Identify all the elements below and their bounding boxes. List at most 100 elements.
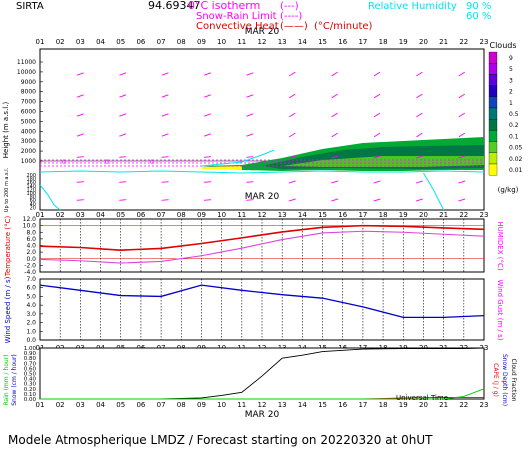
wind-arrow [76, 156, 84, 158]
wind-arrow [416, 71, 423, 77]
hour-label-bottom: 16 [338, 401, 347, 409]
wind-arrow [161, 199, 169, 201]
wind-arrow [458, 112, 466, 118]
legend-convective: Convective Heat [196, 21, 279, 32]
wind-arrow [76, 113, 84, 117]
temperature-panel-tick: 0.0 [26, 256, 36, 263]
hour-label-top: 06 [136, 38, 145, 46]
colorbar-swatch [488, 107, 498, 120]
hour-label-bottom: 15 [318, 401, 327, 409]
temperature-panel-tick: 2.0 [26, 249, 36, 256]
wind-arrow [161, 113, 169, 117]
wind-arrow [331, 93, 338, 99]
temperature-panel-tick: 4.0 [26, 243, 36, 250]
height-tick: 4000 [21, 128, 36, 135]
height-tick-low: 100 [26, 191, 36, 197]
wind-arrow [246, 156, 254, 158]
hour-label-mid: 08 [177, 211, 186, 219]
wind-panel-tick: 0.0 [26, 337, 36, 344]
wind-arrow [119, 199, 127, 201]
height-tick-low: 180 [26, 177, 36, 183]
colorbar-label: 5 [509, 66, 513, 73]
wind-arrow [458, 71, 466, 77]
hour-label-top: 09 [197, 38, 206, 46]
hour-label-bottom: 05 [116, 401, 125, 409]
hour-label-bottom: 19 [399, 401, 408, 409]
colorbar-label: 2 [509, 89, 513, 96]
wind-arrow [289, 71, 296, 77]
wind-arrow [246, 94, 254, 98]
legend-convective-swatch: (——) [280, 21, 308, 32]
colorbar-label: 0.01 [509, 167, 523, 174]
hour-label-mid: 03 [76, 211, 85, 219]
temperature-panel-tick: 8.0 [26, 229, 36, 236]
hour-label-mid: 16 [338, 211, 347, 219]
hour-label-bottom: 14 [298, 401, 307, 409]
hour-label-top: 02 [56, 38, 65, 46]
wind-arrow [288, 155, 296, 159]
rain-panel-tick: 0.80 [24, 356, 37, 362]
wind-arrow [161, 156, 169, 158]
colorbar-label: 0.2 [509, 122, 519, 129]
hour-label-bottom: 22 [459, 401, 468, 409]
wind-arrow [331, 198, 339, 202]
wind-arrow [415, 155, 423, 159]
hour-label-top: 07 [157, 38, 166, 46]
height-tick-low: 60 [30, 198, 36, 204]
temperature-axis-label: Temperature (°C) [4, 216, 12, 278]
colorbar-swatch [488, 51, 498, 64]
isotherm-label: 0 [150, 159, 154, 166]
wind-panel-tick: 1.0 [26, 328, 36, 335]
hour-label-bottom: 02 [56, 401, 65, 409]
hour-label-mid: 22 [459, 211, 468, 219]
wind-arrow [203, 181, 212, 183]
hour-label-mid: 04 [96, 211, 105, 219]
temperature-panel-tick: 10.0 [23, 223, 37, 230]
wind-arrow [204, 94, 211, 98]
hour-label-bottom: 08 [177, 401, 186, 409]
wind-arrow [119, 133, 127, 137]
footer-title: Modele Atmospherique LMDZ / Forecast sta… [8, 433, 433, 447]
temperature-panel-tick: -4.0 [24, 269, 36, 276]
temperature-panel-tick: -2.0 [24, 262, 36, 269]
rain-panel-tick: 0.40 [24, 377, 37, 383]
rh-contour [201, 149, 275, 167]
cloud-fraction-axis-label: Cloud Fraction [510, 359, 517, 402]
wind-arrow [161, 94, 169, 98]
colorbar-swatch [488, 63, 498, 75]
hour-label-top: 03 [76, 38, 85, 46]
legend-rh: Relative Humidity [368, 1, 457, 12]
wind-panel-tick: 6.0 [26, 285, 36, 292]
legend-isotherm-swatch: (---) [280, 1, 299, 12]
wind-arrow [246, 133, 254, 137]
rain-panel-frame [39, 347, 485, 400]
hour-label-bottom: 10 [217, 401, 226, 409]
hour-label-mid: 12 [258, 211, 267, 219]
wind-arrow [331, 132, 338, 138]
hour-label-top: 05 [116, 38, 125, 46]
rain-panel-tick: 0.10 [24, 392, 37, 398]
height-tick: 10000 [17, 69, 36, 76]
hour-label-top: 10 [217, 38, 226, 46]
wind-arrow [373, 180, 381, 184]
hour-label-top: 04 [96, 38, 105, 46]
wind-arrow [246, 181, 254, 183]
humidex-axis-label: HUMIDEX (°C) [496, 221, 504, 270]
date-label-mid: MAR 20 [245, 192, 280, 202]
hour-label-top: 12 [258, 38, 267, 46]
wind-arrow [415, 180, 423, 184]
wind-arrow [161, 181, 169, 183]
rain-panel-tick: 1.00 [24, 346, 37, 352]
hour-label-mid: 17 [358, 211, 367, 219]
rain-panel-tick: 0.30 [24, 382, 37, 388]
height-axis-label-low: Up to 200 m a.s.l. [4, 167, 10, 212]
rh-contour [423, 172, 445, 211]
height-tick-low: 120 [26, 187, 36, 193]
hour-label-top: 23 [480, 38, 489, 46]
wind-arrow [458, 155, 466, 159]
rain-axis-label: Rain (mm / hour) [3, 354, 10, 405]
cloud-layer-edge [201, 166, 242, 170]
hour-label-mid: 11 [237, 211, 246, 219]
hour-label-top: 08 [177, 38, 186, 46]
time-axis-title: Universal Time [396, 394, 448, 402]
